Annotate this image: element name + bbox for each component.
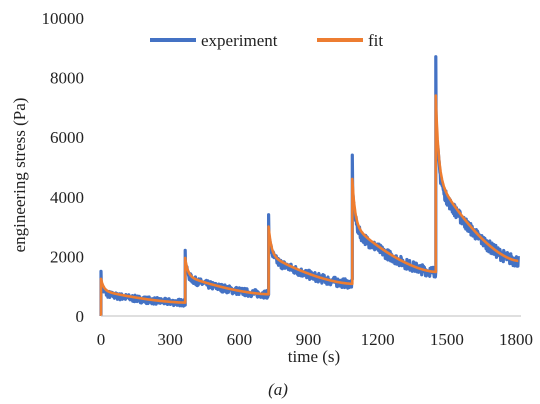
x-tick-label: 300: [157, 330, 183, 349]
y-tick-labels: 0 2000 4000 6000 8000 10000: [42, 9, 85, 326]
legend-fit-label: fit: [368, 31, 383, 50]
y-tick-label: 4000: [50, 188, 84, 207]
y-tick-label: 6000: [50, 128, 84, 147]
x-tick-label: 0: [97, 330, 106, 349]
x-tick-labels: 0 300 600 900 1200 1500 1800: [97, 330, 533, 349]
legend-experiment-label: experiment: [201, 31, 278, 50]
y-tick-label: 10000: [42, 9, 85, 28]
x-tick-label: 1800: [499, 330, 533, 349]
x-tick-label: 1200: [361, 330, 395, 349]
x-tick-label: 600: [227, 330, 253, 349]
x-axis-label: time (s): [288, 347, 340, 366]
y-tick-label: 8000: [50, 69, 84, 88]
plot-area: [99, 55, 520, 316]
x-tick-label: 900: [296, 330, 322, 349]
figure-caption: (a): [268, 380, 288, 399]
series-line-experiment: [99, 55, 520, 316]
y-axis-label: engineering stress (Pa): [10, 98, 29, 253]
y-tick-label: 0: [76, 307, 85, 326]
legend: experiment fit: [150, 31, 383, 50]
series-line-fit: [99, 94, 520, 316]
x-tick-label: 1500: [430, 330, 464, 349]
y-tick-label: 2000: [50, 247, 84, 266]
